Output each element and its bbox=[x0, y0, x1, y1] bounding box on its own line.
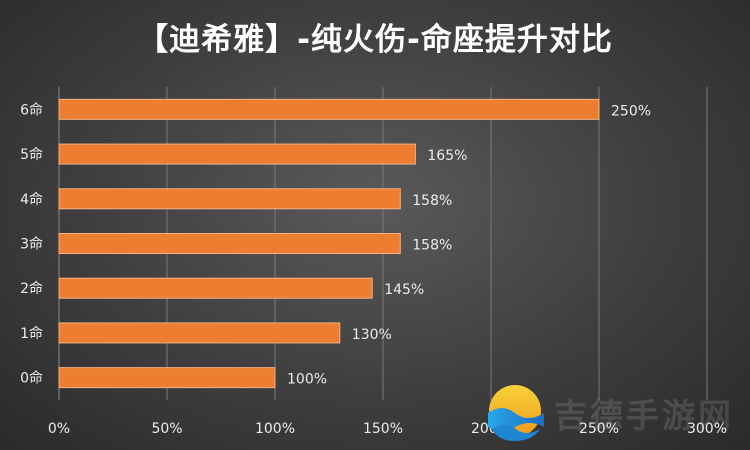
category-label: 6命 bbox=[20, 101, 43, 118]
x-tick-label: 150% bbox=[363, 421, 403, 437]
category-label: 1命 bbox=[20, 325, 43, 342]
x-tick-label: 300% bbox=[687, 421, 727, 437]
data-label: 145% bbox=[384, 282, 424, 298]
watermark-logo: 吉德手游网 bbox=[482, 383, 742, 445]
bars bbox=[58, 98, 600, 389]
x-tick-label: 250% bbox=[579, 421, 619, 437]
watermark-text: 吉德手游网 bbox=[554, 396, 734, 435]
bar bbox=[58, 143, 416, 165]
chart-title: 【迪希雅】-纯火伤-命座提升对比 bbox=[137, 22, 613, 58]
category-label: 4命 bbox=[20, 191, 43, 208]
bar bbox=[58, 367, 276, 389]
bar bbox=[58, 188, 401, 210]
bar bbox=[58, 233, 401, 254]
logo-icon bbox=[488, 385, 544, 441]
category-label: 3命 bbox=[20, 236, 43, 253]
labels: 0% 50% 100% 150% 200% 250% 300%0命 100%1命 130%2命 1… bbox=[20, 101, 727, 437]
data-label: 130% bbox=[352, 327, 392, 343]
data-label: 165% bbox=[427, 148, 467, 164]
data-label: 250% bbox=[611, 103, 651, 119]
bar bbox=[58, 98, 600, 120]
category-label: 2命 bbox=[20, 280, 43, 297]
x-tick-label: 100% bbox=[255, 421, 295, 437]
data-label: 100% bbox=[287, 372, 327, 388]
bar bbox=[58, 277, 373, 299]
data-label: 158% bbox=[412, 238, 452, 254]
bar bbox=[58, 322, 341, 344]
category-label: 0命 bbox=[20, 370, 43, 387]
x-tick-label: 0% bbox=[48, 421, 70, 437]
category-label: 5命 bbox=[20, 146, 43, 163]
data-label: 158% bbox=[412, 193, 452, 209]
x-tick-label: 50% bbox=[151, 421, 182, 437]
